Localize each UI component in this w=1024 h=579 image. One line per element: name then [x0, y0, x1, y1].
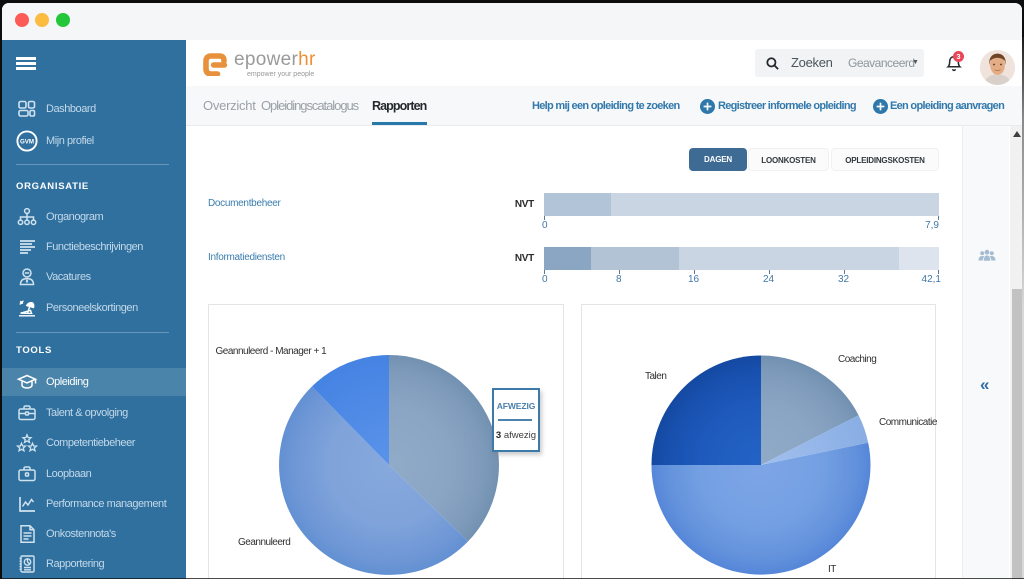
svg-text:GVM: GVM	[20, 138, 34, 145]
